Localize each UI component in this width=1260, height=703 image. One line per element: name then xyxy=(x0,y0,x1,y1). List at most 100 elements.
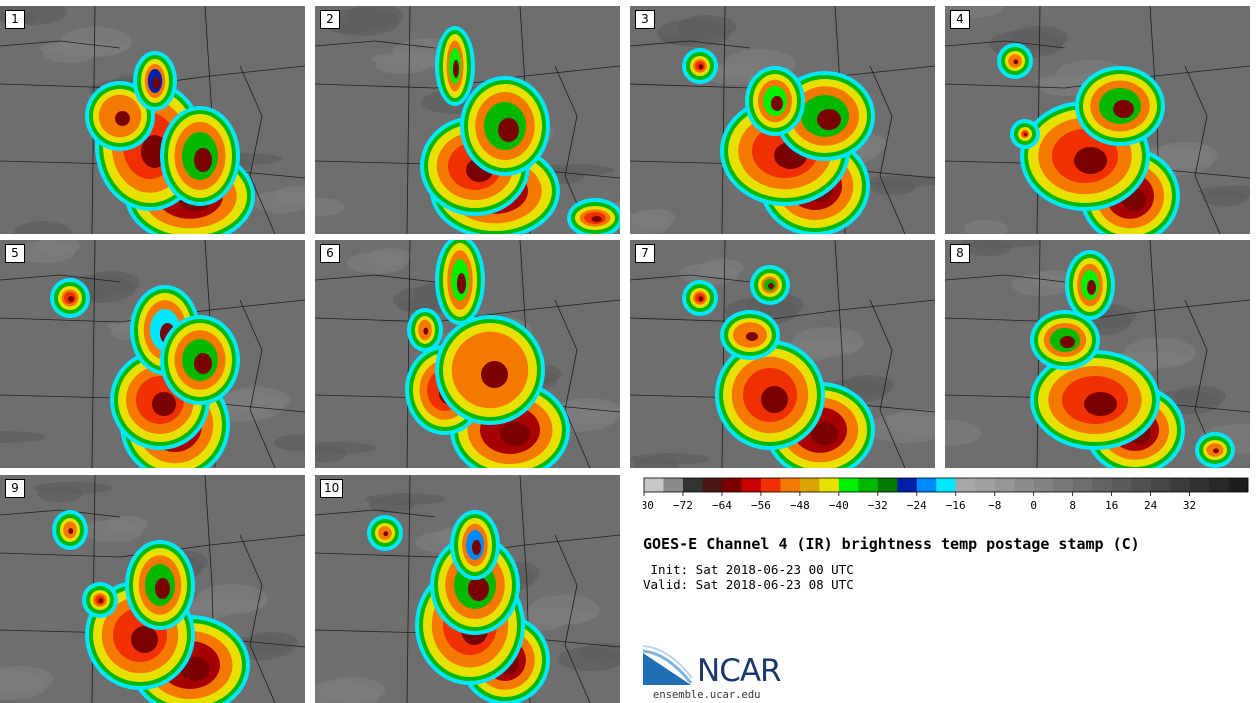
colorbar-swatch xyxy=(1189,478,1210,492)
cloud-coldest-top xyxy=(1024,133,1027,136)
cloud-coldest-top xyxy=(771,96,783,111)
background-cloud xyxy=(1198,186,1250,198)
cloud-coldest-top xyxy=(698,64,704,70)
background-cloud xyxy=(0,666,53,692)
colorbar-tick-label: 16 xyxy=(1105,499,1118,512)
map-panel-3: 3 xyxy=(630,6,935,234)
background-cloud xyxy=(1152,142,1218,168)
colorbar-swatch xyxy=(702,478,723,492)
state-boundary xyxy=(945,299,1250,323)
map-panel-10: 10 xyxy=(315,475,620,703)
state-boundary xyxy=(239,534,276,703)
state-boundary xyxy=(406,6,411,234)
map-panel-4: 4 xyxy=(945,6,1250,234)
background-cloud xyxy=(961,240,1041,248)
cloud-coldest-top xyxy=(1113,100,1134,118)
background-cloud xyxy=(842,375,894,395)
colorbar-tick-label: 24 xyxy=(1144,499,1158,512)
map-panel-1: 1 xyxy=(0,6,305,234)
colorbar-tick-label: 8 xyxy=(1069,499,1076,512)
state-boundary xyxy=(630,299,935,323)
background-cloud xyxy=(36,240,80,255)
colorbar-swatch xyxy=(1053,478,1073,492)
cloud-coldest-top xyxy=(152,392,176,416)
background-cloud xyxy=(315,198,344,216)
colorbar-tick-label: −40 xyxy=(829,499,849,512)
colorbar-tick-label: −32 xyxy=(868,499,888,512)
cloud-coldest-top xyxy=(472,540,481,555)
colorbar-tick-label: −24 xyxy=(907,499,927,512)
cloud-coldest-top xyxy=(1060,336,1075,348)
cloud-coldest-top xyxy=(481,361,508,388)
state-boundary xyxy=(1184,65,1221,234)
colorbar-swatch xyxy=(1072,478,1093,492)
colorbar-tick-label: −48 xyxy=(790,499,810,512)
colorbar-tick-label: 32 xyxy=(1183,499,1196,512)
cloud-coldest-top xyxy=(68,296,74,302)
colorbar-swatch xyxy=(1111,478,1132,492)
colorbar-swatch xyxy=(721,478,742,492)
cloud-coldest-top xyxy=(131,626,158,653)
background-cloud xyxy=(319,677,385,703)
ir-map-3 xyxy=(630,6,935,234)
colorbar-tick-label: −64 xyxy=(712,499,732,512)
state-boundary xyxy=(0,40,121,49)
cloud-coldest-top xyxy=(194,353,212,374)
background-cloud xyxy=(368,248,412,266)
background-cloud xyxy=(60,27,132,57)
state-boundary xyxy=(315,509,436,518)
cloud-coldest-top xyxy=(68,528,74,534)
panel-label-9: 9 xyxy=(5,479,25,498)
background-cloud xyxy=(1174,386,1226,406)
state-boundary xyxy=(721,6,726,234)
ncar-wordmark: NCAR xyxy=(697,653,782,689)
panel-label-4: 4 xyxy=(950,10,970,29)
background-cloud xyxy=(82,271,140,295)
background-cloud xyxy=(274,435,305,451)
background-cloud xyxy=(33,482,113,494)
state-boundary xyxy=(91,240,96,468)
cloud-coldest-top xyxy=(698,296,704,302)
cloud-coldest-top xyxy=(152,77,160,89)
colorbar-swatch xyxy=(1131,478,1151,492)
colorbar-frame xyxy=(643,477,1249,493)
colorbar-swatch xyxy=(799,478,820,492)
colorbar-swatch xyxy=(682,478,703,492)
colorbar-swatch xyxy=(741,478,762,492)
state-boundary xyxy=(406,240,411,468)
background-cloud xyxy=(1124,338,1196,368)
colorbar-swatch xyxy=(838,478,859,492)
cloud-coldest-top xyxy=(1074,147,1107,174)
colorbar-swatch xyxy=(1170,478,1190,492)
state-boundary xyxy=(315,274,436,283)
ir-map-9 xyxy=(0,475,305,703)
state-boundary xyxy=(630,40,751,49)
background-cloud xyxy=(246,632,298,652)
colorbar-swatch xyxy=(975,478,996,492)
state-boundary xyxy=(315,40,436,49)
state-boundary xyxy=(315,65,620,89)
cloud-coldest-top xyxy=(746,332,758,341)
colorbar-swatch xyxy=(877,478,898,492)
panel-label-2: 2 xyxy=(320,10,340,29)
background-cloud xyxy=(792,327,864,357)
panel-label-1: 1 xyxy=(5,10,25,29)
background-cloud xyxy=(346,6,404,28)
background-cloud xyxy=(630,453,709,465)
cloud-coldest-top xyxy=(1084,392,1117,416)
cloud-coldest-top xyxy=(811,422,838,446)
cloud-coldest-top xyxy=(194,148,212,172)
cloud-coldest-top xyxy=(1087,280,1096,295)
colorbar-tick-label: −56 xyxy=(751,499,771,512)
cloud-coldest-top xyxy=(98,598,104,604)
valid-time: Valid: Sat 2018-06-23 08 UTC xyxy=(643,577,854,592)
state-boundary xyxy=(869,65,906,234)
background-cloud xyxy=(224,387,290,413)
cloud-coldest-top xyxy=(817,109,841,130)
cloud-coldest-top xyxy=(453,60,459,78)
state-boundary xyxy=(0,509,121,518)
background-cloud xyxy=(632,209,676,227)
cloud-coldest-top xyxy=(115,111,130,126)
panel-label-10: 10 xyxy=(320,479,344,498)
